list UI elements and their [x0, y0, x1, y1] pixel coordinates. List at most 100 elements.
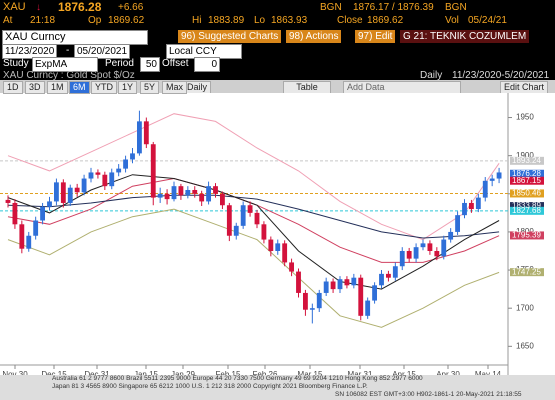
indicator-line [7, 174, 500, 290]
security-box[interactable]: XAU Curncy [2, 30, 148, 45]
candle-body [289, 262, 295, 272]
range-button[interactable]: Max [162, 81, 188, 94]
date-span: 11/23/2020-5/20/2021 [452, 70, 550, 81]
value: 05/24/21 [468, 15, 507, 26]
price-tag-label: 1795.39 [512, 231, 541, 240]
range-button[interactable]: 1M [47, 81, 68, 94]
price-tag [510, 268, 544, 277]
label: Close [337, 15, 363, 26]
value: 21:18 [30, 15, 56, 26]
value: 1883.89 [208, 15, 245, 26]
price-tag-label: 1833.89 [512, 201, 541, 210]
candle-body [136, 121, 142, 154]
candle-body [399, 250, 405, 267]
offset[interactable]: 0 [194, 57, 220, 72]
candle-body [33, 220, 39, 236]
candle-body [171, 186, 177, 200]
suggested-button[interactable]: 96) Suggested Charts [178, 30, 282, 43]
candle-body [206, 186, 212, 202]
label: Offset [162, 58, 189, 69]
candle-body [482, 180, 488, 198]
price-tag [510, 189, 544, 198]
range-button[interactable]: 6M [69, 81, 90, 94]
candle-body [392, 266, 398, 278]
footer [0, 375, 555, 400]
end-date[interactable]: 05/20/2021 [74, 44, 131, 59]
candle-body [448, 231, 454, 240]
price-tag-label: 1850.46 [512, 189, 541, 198]
candle-body [344, 279, 350, 286]
edit-button[interactable]: 97) Edit [355, 30, 396, 43]
study-select[interactable]: ExpMA [32, 57, 98, 72]
candle-body [19, 224, 25, 249]
change: +6.66 [118, 2, 144, 13]
label: Vol [445, 15, 459, 26]
candle-body [81, 178, 87, 193]
candle-body [358, 277, 364, 316]
price-tag-label: 1747.25 [512, 267, 541, 276]
dash: - [66, 45, 70, 56]
candle-body [226, 205, 232, 236]
frequency: Daily [420, 70, 443, 81]
candle-body [247, 205, 253, 213]
range-button[interactable]: 5Y [140, 81, 160, 94]
indicator-line [7, 208, 500, 328]
value: 1869.62 [367, 15, 404, 26]
x-tick-label: Feb 26 [253, 370, 278, 375]
candle-body [406, 250, 412, 259]
period[interactable]: 50 [140, 57, 160, 72]
candle-body [192, 189, 198, 194]
y-tick-label: 1900 [516, 151, 534, 160]
candle-body [455, 215, 461, 232]
candle-body [434, 250, 440, 257]
candle-body [296, 271, 301, 293]
candle-body [157, 193, 163, 198]
x-tick-label: Apr 30 [436, 370, 460, 375]
candle-body [365, 300, 371, 316]
price-tag-label: 1876.28 [512, 169, 541, 178]
candle-body [309, 308, 315, 310]
start-date[interactable]: 11/23/2020 [2, 44, 58, 59]
x-tick-label: Mar 31 [348, 370, 373, 375]
candle-body [323, 281, 329, 293]
arrow: ↓ [36, 2, 41, 13]
price-tag [510, 176, 544, 185]
candle-body [67, 187, 73, 203]
footer-line: Japan 81 3 4565 8900 Singapore 65 6212 1… [52, 383, 368, 390]
candle-body [40, 206, 46, 221]
chart-background [0, 93, 555, 375]
price-tag [510, 156, 544, 165]
candle-body [337, 279, 343, 290]
candle-body [47, 201, 52, 207]
label: Lo [254, 15, 266, 26]
candle-body [12, 202, 18, 225]
candle-body [413, 247, 419, 259]
candle-body [213, 186, 218, 194]
candle-body [178, 186, 184, 196]
page-title: G 21: TEKNIK COZUMLEM [400, 30, 530, 43]
price-tag-label: 1867.15 [512, 176, 541, 185]
candle-body [261, 224, 267, 240]
range-button[interactable]: YTD [91, 81, 117, 94]
range-button[interactable]: 1Y [118, 81, 138, 94]
candle-body [219, 193, 225, 206]
actions-button[interactable]: 98) Actions [286, 30, 342, 43]
candle-body [150, 144, 156, 198]
value: 1863.93 [271, 15, 308, 26]
last-price: 1876.28 [58, 0, 102, 14]
x-tick-label: Nov 30 [2, 370, 28, 375]
candle-body [109, 172, 115, 187]
candle-body [233, 225, 239, 236]
candle-body [143, 121, 149, 145]
range-button[interactable]: 1D [3, 81, 23, 94]
candle-body [351, 277, 357, 286]
source: BGN [445, 2, 467, 13]
candle-body [130, 153, 135, 160]
label: Op [88, 15, 102, 26]
candle-body [475, 197, 481, 210]
footer-line: SN 106082 EST GMT+3:00 H902-1861-1 20-Ma… [335, 391, 522, 398]
candle-body [420, 243, 426, 248]
source: BGN [320, 2, 342, 13]
range-button[interactable]: 3D [25, 81, 45, 94]
